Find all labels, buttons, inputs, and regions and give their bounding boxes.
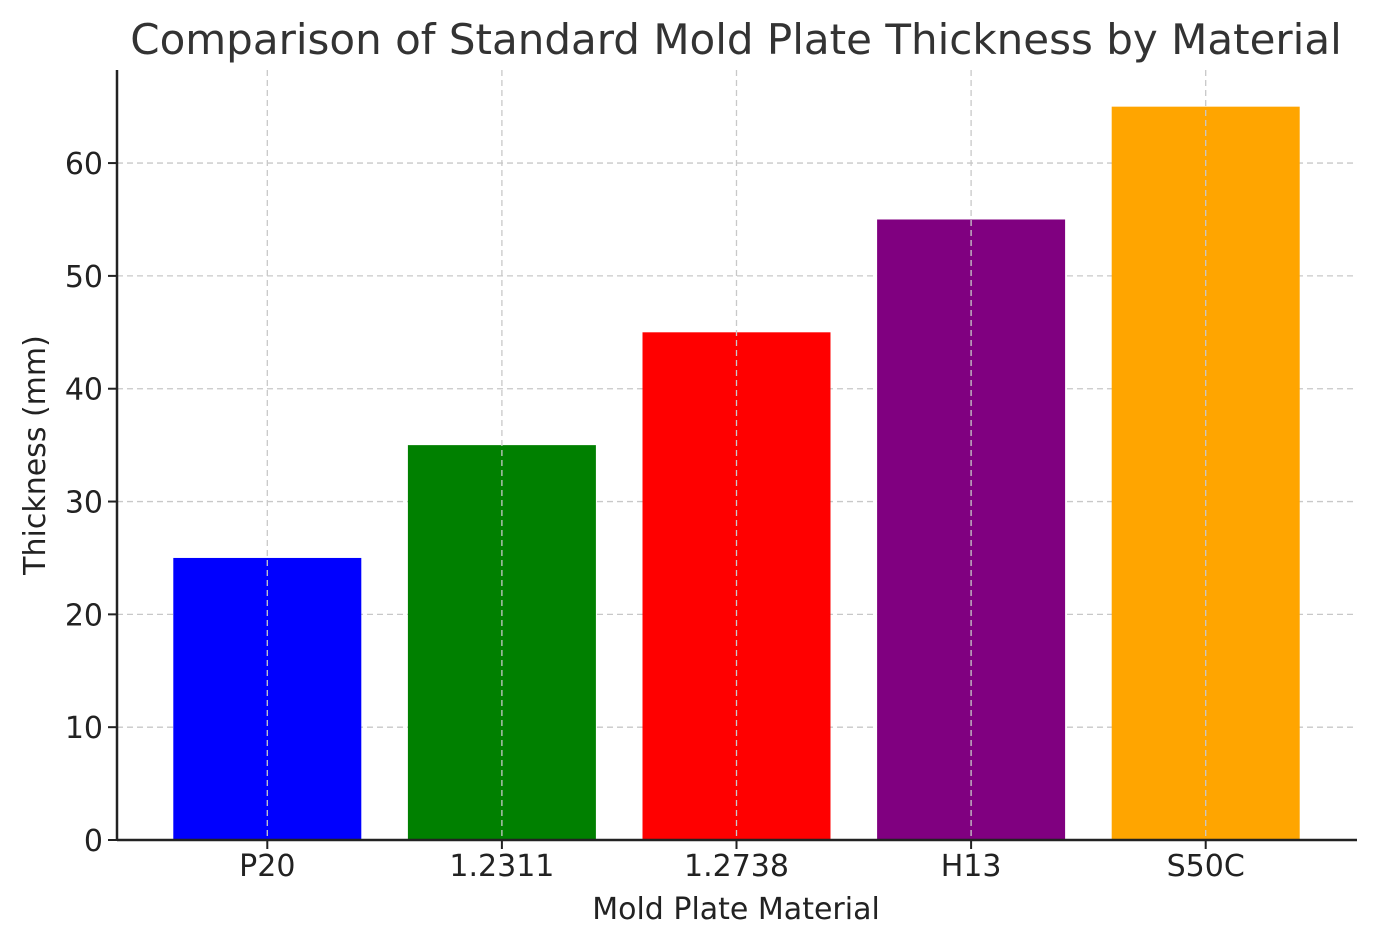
- y-tick-label: 10: [65, 711, 103, 746]
- x-tick-label: H13: [941, 849, 1002, 884]
- vertical-grid-layer: [266, 70, 1207, 840]
- y-tick-label: 0: [84, 824, 103, 859]
- y-tick-label: 40: [65, 373, 103, 408]
- x-tick-layer: P20 1.2311 1.2738 H13 S50C: [239, 840, 1245, 884]
- x-axis-label: Mold Plate Material: [592, 892, 880, 927]
- x-tick-label: 1.2738: [684, 849, 789, 884]
- chart-title: Comparison of Standard Mold Plate Thickn…: [130, 15, 1342, 64]
- y-tick-label: 50: [65, 260, 103, 295]
- x-tick-label: P20: [239, 849, 295, 884]
- y-tick-layer: 0 10 20 30 40 50 60: [65, 147, 117, 859]
- y-tick-label: 20: [65, 598, 103, 633]
- x-tick-label: S50C: [1167, 849, 1245, 884]
- y-axis-label: Thickness (mm): [18, 335, 53, 576]
- y-tick-label: 60: [65, 147, 103, 182]
- y-tick-label: 30: [65, 486, 103, 521]
- x-tick-label: 1.2311: [449, 849, 554, 884]
